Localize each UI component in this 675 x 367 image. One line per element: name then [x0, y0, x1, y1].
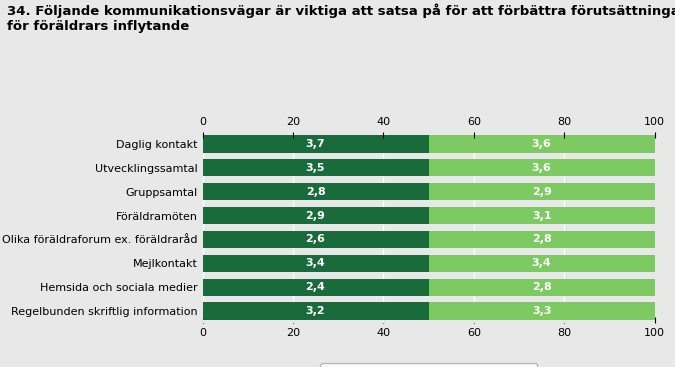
Bar	[202, 279, 429, 296]
Bar	[202, 159, 429, 177]
Bar	[429, 183, 655, 200]
Text: 34. Följande kommunikationsvägar är viktiga att satsa på för att förbättra förut: 34. Följande kommunikationsvägar är vikt…	[7, 4, 675, 33]
Text: 3,1: 3,1	[532, 211, 551, 221]
Text: 3,2: 3,2	[306, 306, 325, 316]
Bar	[429, 302, 655, 320]
Bar	[202, 255, 429, 272]
Text: 3,5: 3,5	[306, 163, 325, 173]
Text: 3,7: 3,7	[306, 139, 325, 149]
Text: 3,3: 3,3	[532, 306, 551, 316]
Text: 2,8: 2,8	[532, 235, 551, 244]
Bar	[202, 135, 429, 153]
Text: 2,8: 2,8	[306, 187, 325, 197]
Text: 3,4: 3,4	[532, 258, 551, 268]
Bar	[202, 231, 429, 248]
Bar	[429, 159, 655, 177]
Legend: Åbyggeby förskola, Total: Åbyggeby förskola, Total	[321, 363, 537, 367]
Text: 3,4: 3,4	[306, 258, 325, 268]
Bar	[429, 207, 655, 224]
Bar	[429, 279, 655, 296]
Text: 2,9: 2,9	[306, 211, 325, 221]
Bar	[429, 135, 655, 153]
Text: 2,6: 2,6	[306, 235, 325, 244]
Bar	[202, 207, 429, 224]
Bar	[202, 183, 429, 200]
Text: 3,6: 3,6	[532, 139, 551, 149]
Bar	[429, 255, 655, 272]
Bar	[429, 231, 655, 248]
Text: 3,6: 3,6	[532, 163, 551, 173]
Text: 2,4: 2,4	[306, 282, 325, 292]
Text: 2,9: 2,9	[532, 187, 551, 197]
Text: 2,8: 2,8	[532, 282, 551, 292]
Bar	[202, 302, 429, 320]
